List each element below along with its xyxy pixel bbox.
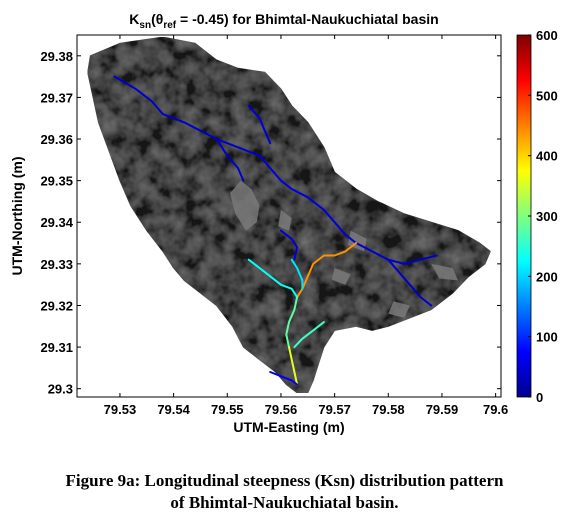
x-tick-label: 79.53 <box>104 402 137 417</box>
caption-line-1: Figure 9a: Longitudinal steepness (Ksn) … <box>65 471 504 490</box>
y-tick-label: 29.34 <box>40 215 73 230</box>
plot-area: 79.53 79.54 79.55 79.56 79.57 79.58 79.59 79.6 … <box>40 34 508 417</box>
colorbar-tick-label: 400 <box>536 149 558 164</box>
basin-terrain <box>87 36 491 394</box>
y-axis-label: UTM-Northing (m) <box>9 157 25 276</box>
colorbar-tick-label: 100 <box>536 330 558 345</box>
stream-segment <box>113 75 261 157</box>
stream-segment <box>215 138 245 182</box>
y-tick-label: 29.37 <box>40 90 73 105</box>
colorbar-tick-label: 300 <box>536 209 558 224</box>
stream-segment <box>247 258 299 299</box>
flat-patch <box>331 268 351 285</box>
stream-segment <box>285 296 299 349</box>
x-axis-label: UTM-Easting (m) <box>233 419 344 435</box>
y-axis: 29.3 29.31 29.32 29.33 29.34 29.35 29.36 29.37 2… <box>40 49 501 397</box>
stream-segment <box>288 346 299 386</box>
y-tick-label: 29.31 <box>40 340 73 355</box>
colorbar-tick-label: 200 <box>536 269 558 284</box>
y-tick-label: 29.35 <box>40 174 73 189</box>
ksn-map-figure: Ksn(θref = -0.45) for Bhimtal-Naukuchiat… <box>9 11 558 435</box>
y-tick-label: 29.36 <box>40 132 73 147</box>
x-tick-label: 79.54 <box>157 402 190 417</box>
flat-patch <box>431 263 459 281</box>
y-tick-label: 29.33 <box>40 257 73 272</box>
colorbar-ticks: 0 100 200 300 400 500 600 <box>528 28 558 405</box>
x-tick-label: 79.55 <box>211 402 244 417</box>
figure-caption: Figure 9a: Longitudinal steepness (Ksn) … <box>0 470 569 514</box>
y-tick-label: 29.3 <box>48 382 73 397</box>
stream-segment <box>387 254 438 265</box>
flat-patch <box>278 209 292 231</box>
stream-segment <box>279 229 299 261</box>
y-tick-label: 29.32 <box>40 298 73 313</box>
x-tick-label: 79.59 <box>426 402 459 417</box>
stream-segment <box>355 242 433 307</box>
colorbar-tick-label: 0 <box>536 390 543 405</box>
x-tick-label: 79.58 <box>372 402 405 417</box>
colorbar-tick-label: 500 <box>536 88 558 103</box>
stream-segment <box>290 258 304 290</box>
colorbar: 0 100 200 300 400 500 600 <box>516 28 558 405</box>
x-tick-label: 79.6 <box>483 402 508 417</box>
flat-patch <box>388 301 410 318</box>
stream-segment <box>269 371 299 386</box>
y-tick-label: 29.38 <box>40 49 73 64</box>
flat-patch <box>230 180 260 231</box>
chart-title: Ksn(θref = -0.45) for Bhimtal-Naukuchiat… <box>129 11 438 31</box>
stream-segment <box>293 321 325 349</box>
x-tick-label: 79.56 <box>265 402 298 417</box>
stream-segment <box>247 104 272 145</box>
x-tick-label: 79.57 <box>318 402 351 417</box>
x-axis: 79.53 79.54 79.55 79.56 79.57 79.58 79.59 79.6 <box>104 35 508 417</box>
stream-segment <box>258 154 358 244</box>
stream-network <box>113 75 438 386</box>
colorbar-tick-label: 600 <box>536 28 558 43</box>
caption-line-2: of Bhimtal-Naukuchiatal basin. <box>170 493 399 512</box>
